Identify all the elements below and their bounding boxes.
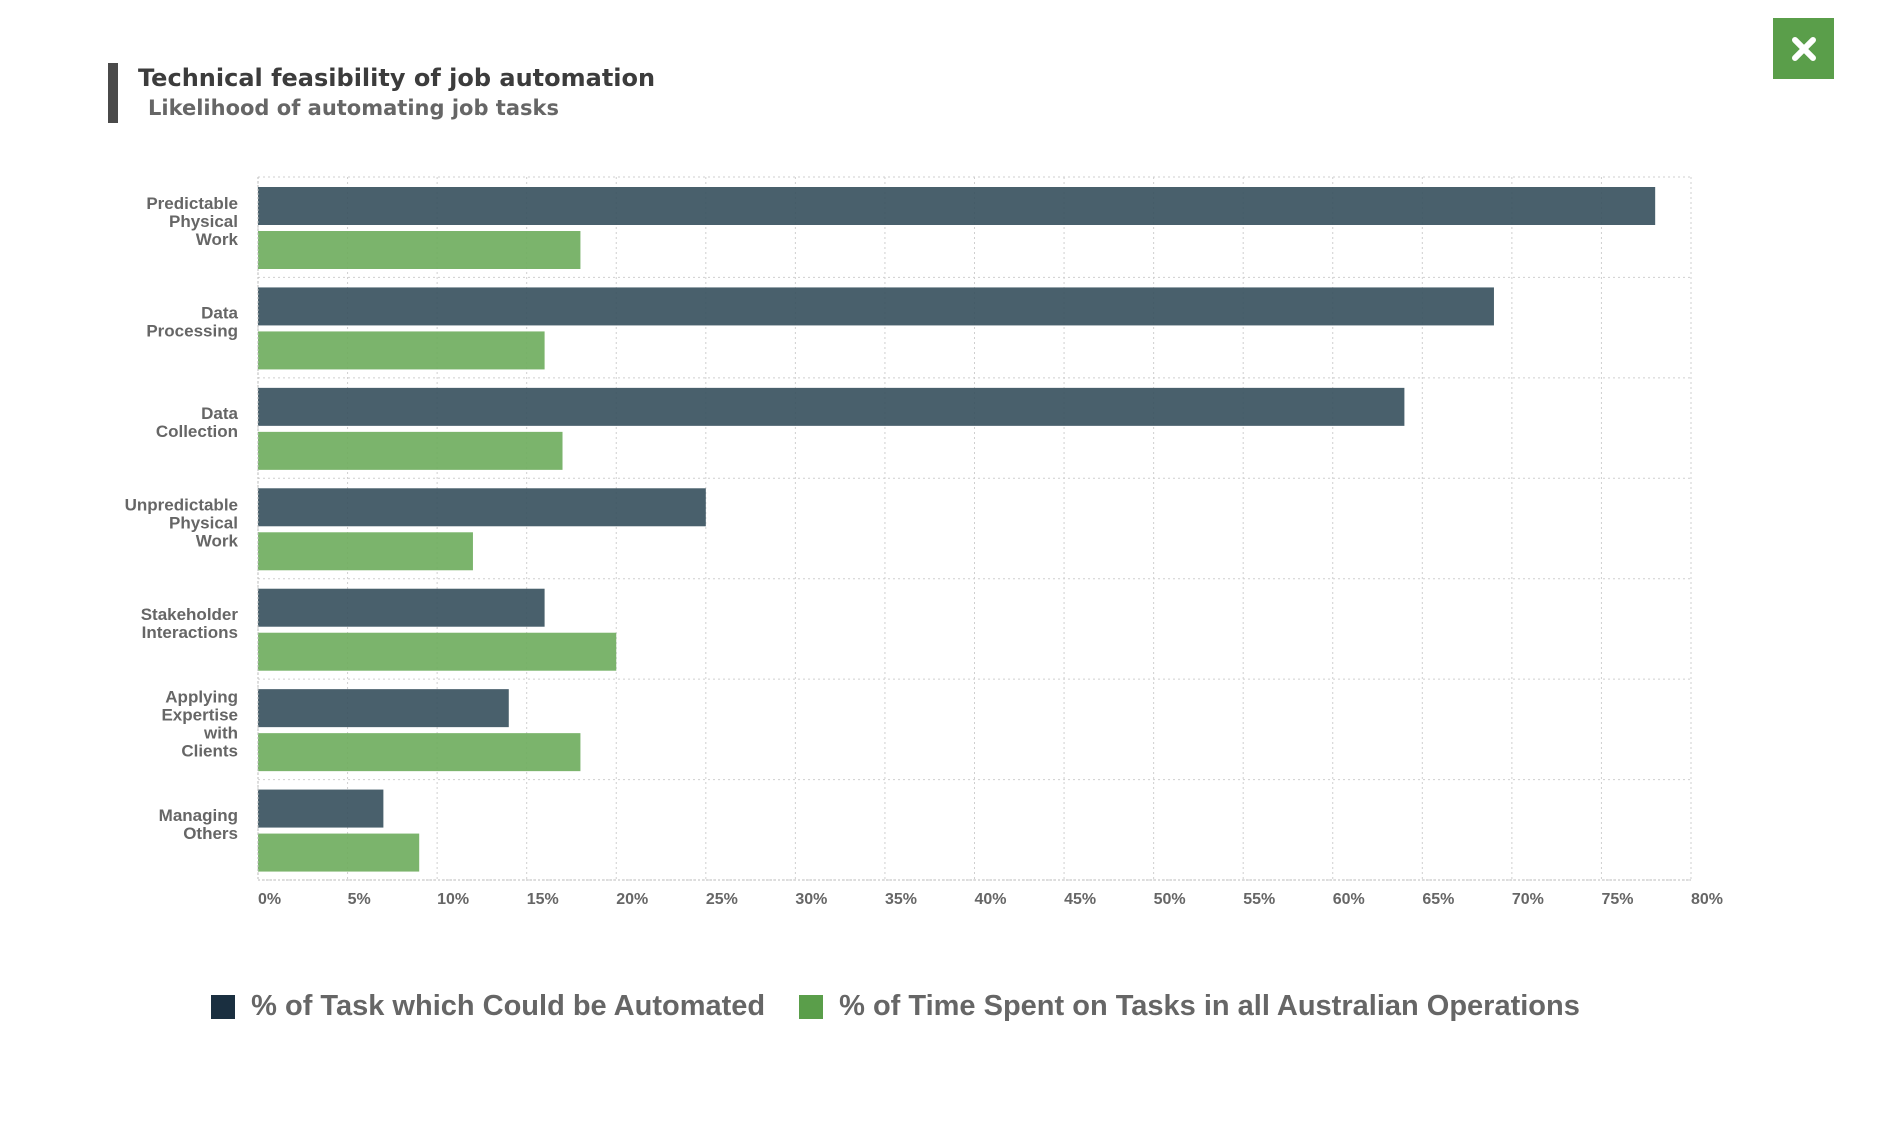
bar-chart: 0% 5% 10% 15% 20% 25% 30% 35% 40% 45% 50% 55% 60% 65%…	[125, 176, 1723, 908]
bar-time-spent	[258, 733, 581, 772]
chart-title: Technical feasibility of job automation	[138, 64, 656, 92]
x-tick-label: 75%	[1601, 891, 1633, 908]
bar-automated	[258, 689, 509, 728]
category-label: Work	[196, 230, 239, 249]
category-label: Physical	[169, 212, 238, 231]
bar-time-spent	[258, 231, 581, 269]
bar-time-spent	[258, 632, 617, 671]
chart-subtitle: Likelihood of automating job tasks	[148, 96, 559, 120]
x-tick-label: 65%	[1422, 891, 1454, 908]
category-label: Applying	[165, 687, 238, 706]
bar-automated	[258, 488, 706, 527]
bar-automated	[258, 387, 1405, 426]
legend-label-automated: % of Task which Could be Automated	[251, 990, 766, 1022]
x-tick-label: 0%	[258, 891, 281, 908]
x-tick-label: 5%	[348, 891, 371, 908]
x-tick-label: 30%	[795, 891, 827, 908]
category-label: Data	[201, 404, 238, 423]
x-tick-label: 60%	[1333, 891, 1365, 908]
legend-swatch-time-spent	[799, 994, 824, 1019]
legend-item-time-spent[interactable]: % of Time Spent on Tasks in all Australi…	[799, 990, 1580, 1023]
chart-legend: % of Task which Could be Automated % of …	[0, 990, 1841, 1023]
bar-automated	[258, 789, 384, 828]
legend-item-automated[interactable]: % of Task which Could be Automated	[211, 990, 765, 1023]
x-tick-label: 45%	[1064, 891, 1096, 908]
category-label: Interactions	[142, 623, 238, 642]
bar-time-spent	[258, 431, 563, 470]
x-tick-label: 35%	[885, 891, 917, 908]
bar-time-spent	[258, 532, 473, 571]
x-tick-label: 20%	[616, 891, 648, 908]
category-label: Unpredictable	[125, 496, 238, 515]
category-label: Work	[196, 532, 239, 551]
close-button[interactable]	[1773, 18, 1834, 79]
bar-automated	[258, 187, 1656, 225]
chart-header: Technical feasibility of job automation …	[108, 63, 655, 123]
category-label: Collection	[156, 422, 238, 441]
bar-automated	[258, 588, 545, 627]
x-tick-label: 70%	[1512, 891, 1544, 908]
bar-time-spent	[258, 331, 545, 370]
category-label: Processing	[146, 322, 238, 341]
legend-label-time-spent: % of Time Spent on Tasks in all Australi…	[839, 990, 1580, 1022]
category-label: Managing	[159, 806, 238, 825]
x-tick-label: 55%	[1243, 891, 1275, 908]
x-tick-label: 10%	[437, 891, 469, 908]
x-tick-label: 50%	[1154, 891, 1186, 908]
category-label: with	[203, 723, 238, 742]
category-label: Predictable	[146, 194, 238, 213]
bar-automated	[258, 287, 1494, 326]
x-tick-label: 25%	[706, 891, 738, 908]
x-tick-label: 40%	[975, 891, 1007, 908]
x-tick-label: 80%	[1691, 891, 1723, 908]
bar-time-spent	[258, 833, 420, 872]
close-icon	[1791, 36, 1816, 61]
x-tick-label: 15%	[527, 891, 559, 908]
category-label: Others	[183, 824, 238, 843]
category-label: Data	[201, 304, 238, 323]
legend-swatch-automated	[211, 994, 236, 1019]
category-label: Expertise	[161, 705, 238, 724]
category-label: Clients	[181, 741, 238, 760]
category-label: Physical	[169, 514, 238, 533]
category-label: Stakeholder	[141, 605, 239, 624]
